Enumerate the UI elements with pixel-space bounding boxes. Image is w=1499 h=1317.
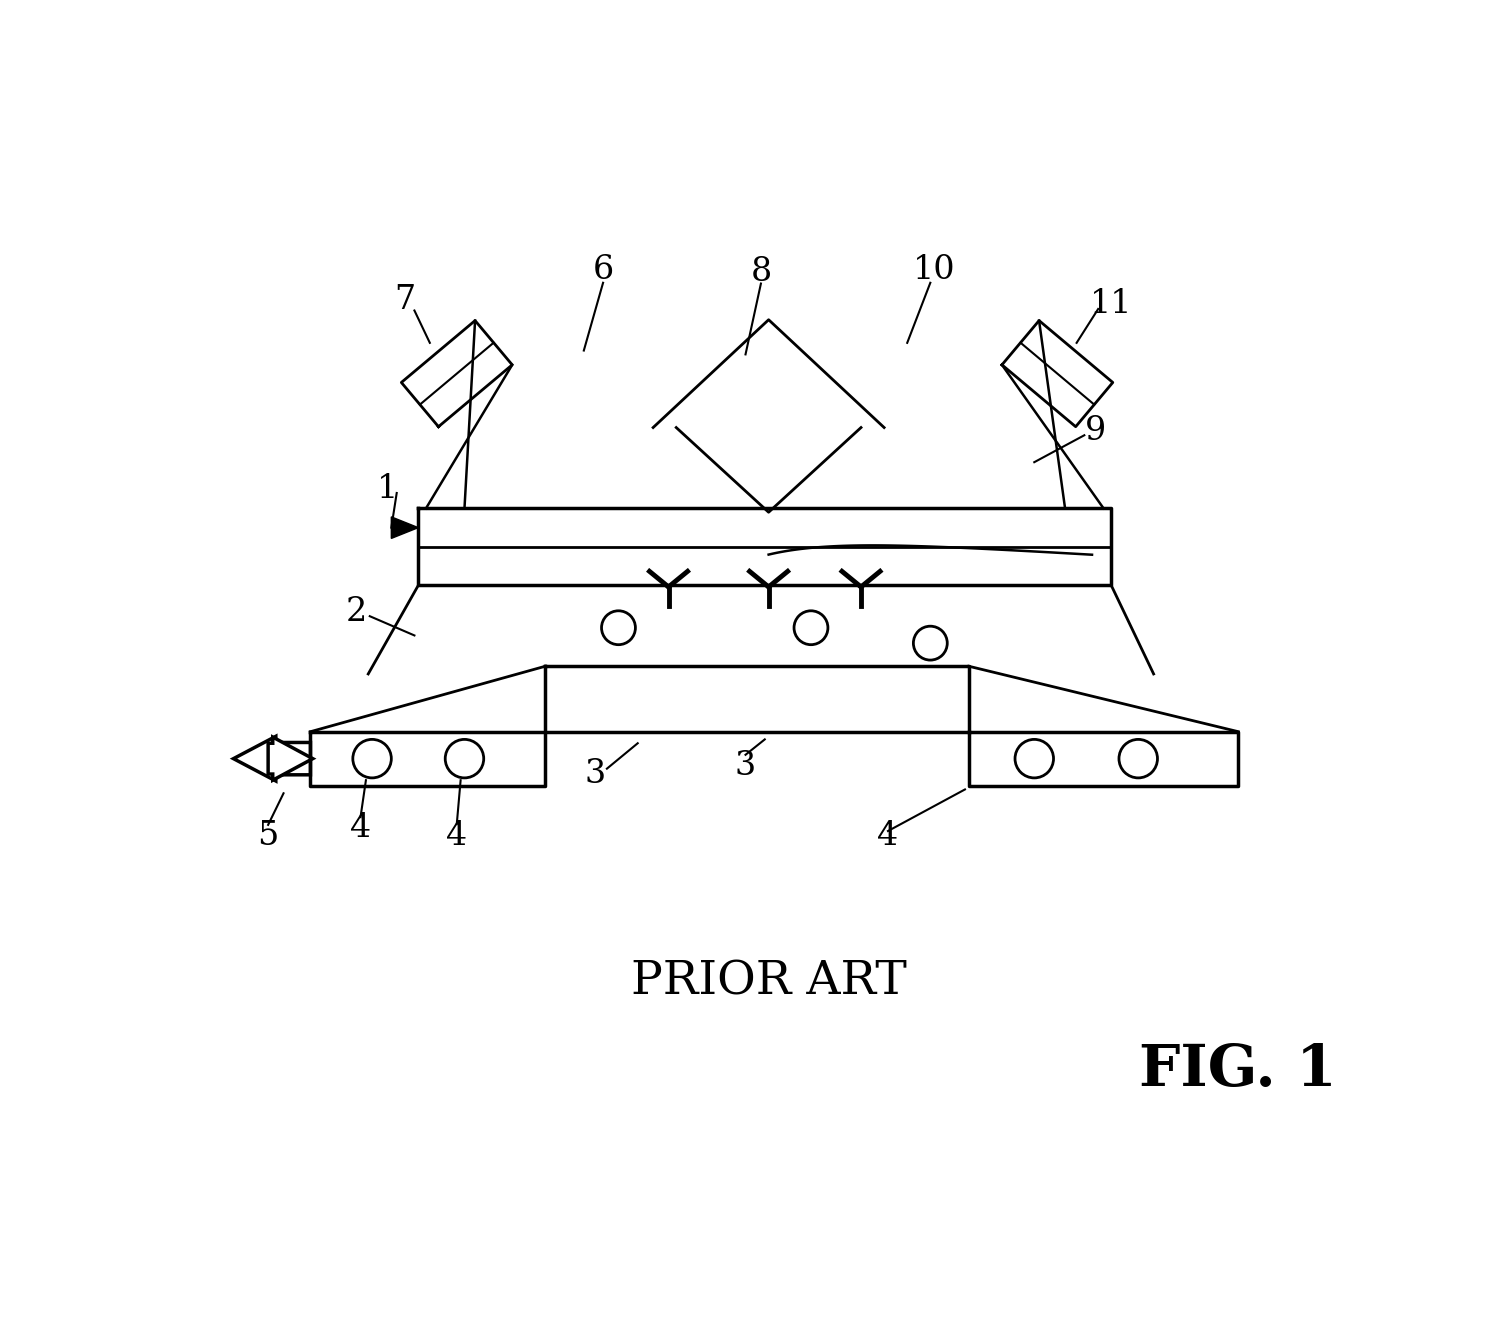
Text: 9: 9 [1085,415,1106,448]
Polygon shape [391,516,418,539]
Text: 6: 6 [592,254,613,286]
Text: 7: 7 [394,284,415,316]
Text: 10: 10 [913,254,955,286]
Text: 3: 3 [735,751,755,782]
Text: 5: 5 [258,819,279,852]
Text: 4: 4 [877,819,898,852]
Text: 11: 11 [1090,288,1133,320]
FancyArrow shape [268,738,313,780]
Text: 4: 4 [349,813,372,844]
Text: 1: 1 [376,473,399,506]
Text: 8: 8 [751,255,772,288]
FancyArrow shape [234,736,310,781]
Text: FIG. 1: FIG. 1 [1139,1043,1337,1098]
Text: 3: 3 [585,759,606,790]
Text: 4: 4 [447,819,468,852]
Text: 2: 2 [346,597,367,628]
Text: PRIOR ART: PRIOR ART [631,959,907,1005]
